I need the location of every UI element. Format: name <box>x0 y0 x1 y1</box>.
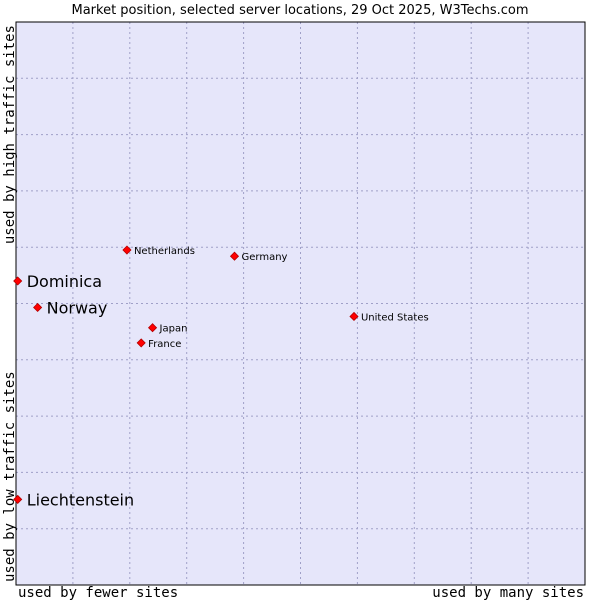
grid-lines <box>16 22 585 585</box>
data-point-dominica: Dominica <box>13 272 102 291</box>
point-label: Liechtenstein <box>27 490 134 509</box>
data-point-norway: Norway <box>33 298 108 317</box>
point-label: France <box>148 339 181 350</box>
point-marker <box>349 311 359 322</box>
point-label: Germany <box>241 252 287 263</box>
chart-title: Market position, selected server locatio… <box>71 3 528 18</box>
point-marker <box>33 302 43 313</box>
point-marker <box>147 323 158 333</box>
point-label: Norway <box>47 298 108 317</box>
x-axis-label-right: used by many sites <box>432 585 584 600</box>
point-marker <box>13 494 23 504</box>
point-label: Dominica <box>27 272 102 291</box>
point-marker <box>136 338 146 348</box>
y-axis-label-top: used by high traffic sites <box>2 25 18 244</box>
point-marker <box>13 276 23 286</box>
data-point-liechtenstein: Liechtenstein <box>13 490 134 509</box>
x-axis-label-left: used by fewer sites <box>18 585 178 600</box>
y-axis-label-bottom: used by low traffic sites <box>2 371 18 582</box>
point-label: Netherlands <box>134 246 195 257</box>
point-label: United States <box>361 312 429 323</box>
data-points: Dominica Norway Liechtenstein Netherlands Ge… <box>13 245 429 509</box>
point-marker <box>229 251 240 261</box>
data-point-netherlands: Netherlands <box>122 245 195 257</box>
point-marker <box>122 245 132 255</box>
data-point-united-states: United States <box>349 311 429 323</box>
plot-frame <box>15 21 586 586</box>
data-point-france: France <box>136 338 181 350</box>
data-point-germany: Germany <box>229 251 288 263</box>
point-label: Japan <box>159 324 188 335</box>
data-point-japan: Japan <box>147 323 188 335</box>
